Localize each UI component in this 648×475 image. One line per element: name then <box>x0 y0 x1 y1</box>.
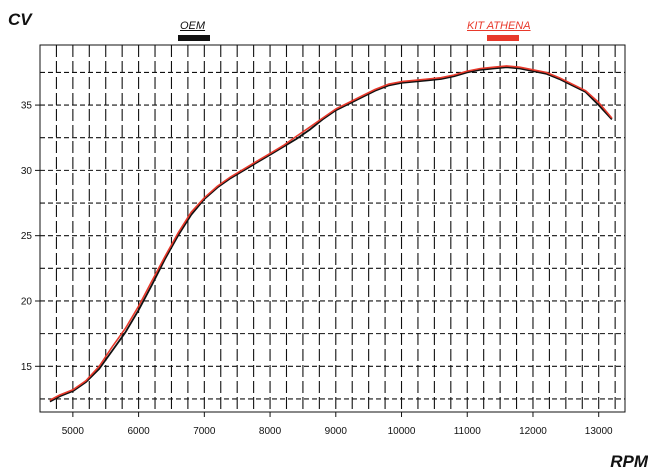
series-line-kit-athena <box>49 65 613 401</box>
x-axis-label: RPM <box>610 452 648 471</box>
legend-swatch-oem <box>178 35 210 41</box>
legend-swatch-kit-athena <box>487 35 519 41</box>
y-tick-label: 30 <box>21 166 33 177</box>
y-tick-label: 35 <box>21 101 33 112</box>
series <box>49 65 613 403</box>
ticks <box>35 104 600 417</box>
x-tick-label: 6000 <box>127 426 150 437</box>
tick-labels: 5000 6000 7000 8000 9000 10000 11000 12000 13000… <box>21 101 613 437</box>
plot-frame <box>39 44 626 413</box>
x-tick-label: 12000 <box>519 426 547 437</box>
legend-label-oem: OEM <box>180 20 206 32</box>
series-line-oem <box>49 66 613 403</box>
x-tick-label: 8000 <box>259 426 282 437</box>
x-tick-label: 9000 <box>325 426 348 437</box>
x-tick-label: 11000 <box>454 426 482 437</box>
x-tick-label: 10000 <box>388 426 416 437</box>
grid <box>40 45 625 412</box>
y-tick-label: 20 <box>21 296 33 307</box>
legend-label-kit-athena: KIT ATHENA <box>467 20 531 32</box>
y-axis-label: CV <box>8 10 32 29</box>
y-tick-label: 25 <box>21 231 33 242</box>
x-tick-label: 7000 <box>193 426 216 437</box>
y-tick-label: 15 <box>21 362 33 373</box>
x-tick-label: 13000 <box>585 426 613 437</box>
x-tick-label: 5000 <box>62 426 85 437</box>
